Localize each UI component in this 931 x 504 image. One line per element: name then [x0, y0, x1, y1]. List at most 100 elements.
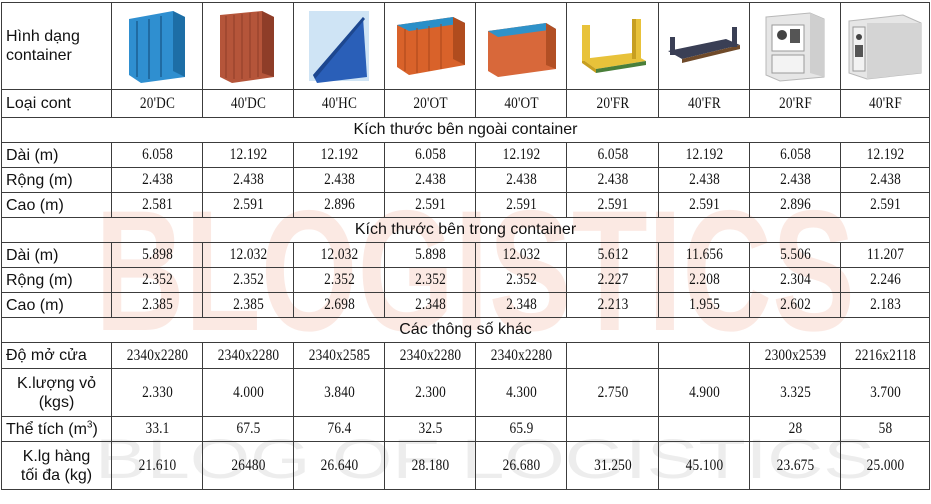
value-cell: 2.385: [208, 292, 288, 318]
payload-label-line1: K.lg hàng: [22, 447, 91, 465]
container-40ot-icon: [488, 23, 556, 77]
value-cell: 2.602: [755, 292, 835, 318]
value-cell: 2.208: [664, 267, 744, 293]
type-cell: 40'DC: [208, 89, 288, 118]
other-section-row: Các thông số khác: [1, 317, 930, 343]
external-height-row: Cao (m) 2.581 2.591 2.896 2.591 2.591 2.…: [1, 192, 930, 218]
value-cell: 2.352: [117, 267, 197, 293]
value-cell: 25.000: [846, 441, 924, 490]
value-cell: 23.675: [755, 441, 835, 490]
tare-label-line2: (kgs): [38, 393, 75, 411]
container-image-40hc: [293, 2, 385, 90]
shape-label: Hình dạng container: [1, 2, 112, 90]
door-row: Độ mở cửa 2340x2280 2340x2280 2340x2585 …: [1, 342, 930, 369]
internal-section-row: Kích thước bên trong container: [1, 217, 930, 243]
value-cell: 76.4: [299, 416, 379, 442]
type-cell: 20'OT: [390, 89, 470, 118]
value-cell: 32.5: [390, 416, 470, 442]
value-cell: 58: [846, 416, 924, 442]
value-cell: 2.352: [299, 267, 379, 293]
value-cell: 26480: [208, 441, 288, 490]
volume-label-sup: 3: [86, 419, 93, 431]
type-cell: 20'FR: [572, 89, 653, 118]
type-row: Loại cont 20'DC 40'DC 40'HC 20'OT 40'OT …: [1, 89, 930, 118]
volume-label-close: ): [92, 420, 98, 438]
value-cell: 11.656: [664, 242, 744, 268]
container-20ot-icon: [397, 17, 465, 75]
container-40rf-icon: [848, 14, 922, 80]
value-cell: 2.591: [208, 192, 288, 218]
value-cell: 12.192: [299, 142, 379, 168]
value-cell: 26.680: [481, 441, 561, 490]
value-cell: 2.438: [755, 167, 835, 193]
value-cell: 2.348: [390, 292, 470, 318]
type-cell: 40'HC: [299, 89, 379, 118]
internal-width-row: Rộng (m) 2.352 2.352 2.352 2.352 2.352 2…: [1, 267, 930, 293]
type-cell: 40'OT: [481, 89, 561, 118]
value-cell: 2.591: [664, 192, 744, 218]
value-cell: 2300x2539: [755, 342, 835, 369]
value-cell: 2.591: [846, 192, 924, 218]
shape-row: Hình dạng container: [1, 2, 930, 90]
container-20rf-icon: [765, 12, 825, 82]
payload-label: K.lg hàng tối đa (kg): [1, 441, 112, 490]
value-cell: 2340x2585: [299, 342, 379, 369]
value-cell: 12.192: [846, 142, 924, 168]
value-cell: 2.591: [572, 192, 653, 218]
length-label: Dài (m): [1, 242, 112, 268]
value-cell: 31.250: [572, 441, 653, 490]
volume-label: Thể tích (m3): [1, 416, 112, 442]
value-cell: 2.896: [755, 192, 835, 218]
container-image-20dc: [111, 2, 203, 90]
value-cell: [572, 416, 653, 442]
value-cell: 2216x2118: [846, 342, 924, 369]
value-cell: 3.840: [299, 368, 379, 417]
value-cell: [664, 416, 744, 442]
external-length-row: Dài (m) 6.058 12.192 12.192 6.058 12.192…: [1, 142, 930, 168]
value-cell: 2.591: [481, 192, 561, 218]
value-cell: 5.506: [755, 242, 835, 268]
type-cell: 40'FR: [664, 89, 744, 118]
value-cell: 4.300: [481, 368, 561, 417]
value-cell: 2.438: [299, 167, 379, 193]
value-cell: 67.5: [208, 416, 288, 442]
container-20fr-icon: [581, 19, 646, 73]
value-cell: [664, 342, 744, 369]
volume-row: Thể tích (m3) 33.1 67.5 76.4 32.5 65.9 2…: [1, 416, 930, 442]
value-cell: 26.640: [299, 441, 379, 490]
value-cell: 2.246: [846, 267, 924, 293]
value-cell: 5.898: [117, 242, 197, 268]
value-cell: 11.207: [846, 242, 924, 268]
value-cell: 2.385: [117, 292, 197, 318]
value-cell: 6.058: [572, 142, 653, 168]
value-cell: 2.896: [299, 192, 379, 218]
value-cell: 2.438: [664, 167, 744, 193]
volume-label-text: Thể tích (m: [6, 420, 87, 438]
value-cell: 2.352: [481, 267, 561, 293]
other-section-title: Các thông số khác: [1, 317, 930, 343]
value-cell: 5.612: [572, 242, 653, 268]
internal-height-row: Cao (m) 2.385 2.385 2.698 2.348 2.348 2.…: [1, 292, 930, 318]
value-cell: 2.438: [572, 167, 653, 193]
value-cell: 2.330: [117, 368, 197, 417]
type-cell: 40'RF: [846, 89, 924, 118]
value-cell: 12.192: [208, 142, 288, 168]
value-cell: 1.955: [664, 292, 744, 318]
door-label: Độ mở cửa: [1, 342, 112, 369]
value-cell: 6.058: [390, 142, 470, 168]
container-20dc-icon: [129, 11, 185, 83]
container-image-40ot: [475, 2, 567, 90]
value-cell: 2.698: [299, 292, 379, 318]
value-cell: 21.610: [117, 441, 197, 490]
value-cell: 2.213: [572, 292, 653, 318]
value-cell: 2.750: [572, 368, 653, 417]
value-cell: 2.352: [390, 267, 470, 293]
height-label: Cao (m): [1, 192, 112, 218]
value-cell: 2.438: [390, 167, 470, 193]
container-image-20rf: [749, 2, 841, 90]
payload-row: K.lg hàng tối đa (kg) 21.610 26480 26.640…: [1, 441, 930, 490]
value-cell: 2.438: [208, 167, 288, 193]
value-cell: 6.058: [755, 142, 835, 168]
value-cell: 2.591: [390, 192, 470, 218]
container-40hc-icon: [309, 11, 369, 83]
